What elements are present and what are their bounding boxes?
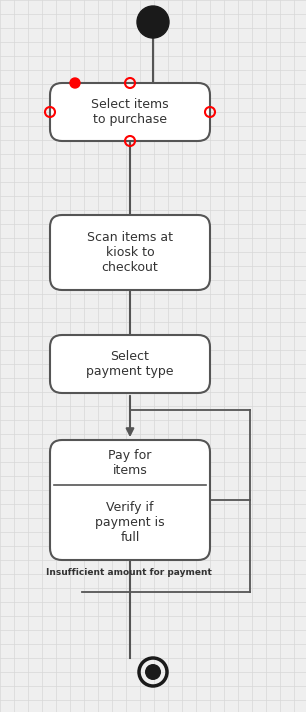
Text: Verify if
payment is
full: Verify if payment is full — [95, 501, 165, 544]
FancyBboxPatch shape — [50, 440, 210, 560]
Text: Pay for
items: Pay for items — [108, 449, 152, 476]
Circle shape — [70, 78, 80, 88]
FancyBboxPatch shape — [50, 83, 210, 141]
Circle shape — [137, 6, 169, 38]
Text: Select
payment type: Select payment type — [86, 350, 174, 378]
Circle shape — [146, 665, 160, 679]
Text: Insufficient amount for payment: Insufficient amount for payment — [46, 568, 212, 577]
FancyBboxPatch shape — [50, 335, 210, 393]
FancyBboxPatch shape — [50, 215, 210, 290]
Text: Scan items at
kiosk to
checkout: Scan items at kiosk to checkout — [87, 231, 173, 274]
Text: Select items
to purchase: Select items to purchase — [91, 98, 169, 126]
